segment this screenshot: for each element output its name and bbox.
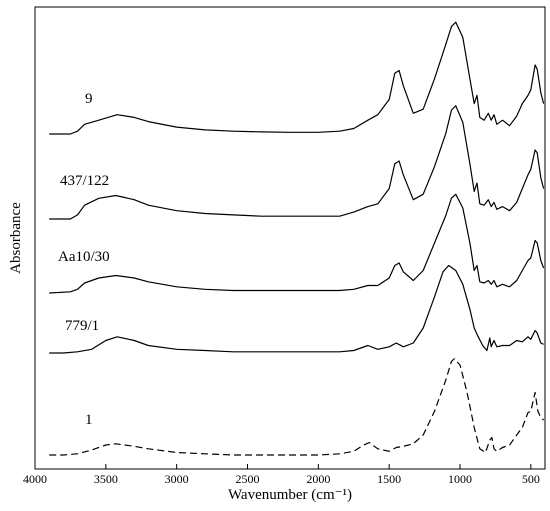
series-line-1 [49,105,545,220]
series-line-4 [49,358,544,456]
x-axis-ticks: 4000 3500 3000 2500 2000 1500 1000 500 [23,464,540,486]
x-tick-label: 3000 [165,472,189,486]
series-label-0: 9 [85,91,93,107]
x-tick-label: 3500 [94,472,118,486]
x-tick-label: 4000 [23,472,47,486]
y-axis-label: Absorbance [8,202,24,274]
series-line-2 [49,193,545,294]
x-tick-label: 2500 [236,472,260,486]
series-line-3 [49,264,544,354]
x-tick-label: 500 [522,472,540,486]
x-tick-label: 2000 [306,472,330,486]
plot-frame [34,6,546,470]
x-tick-label: 1500 [377,472,401,486]
series-line-0 [49,21,545,135]
series-label-1: 437/122 [60,173,109,189]
x-axis-label: Wavenumber (cm⁻¹) [228,487,352,503]
series-labels: 9 437/122 Aa10/30 779/1 1 [58,91,110,428]
series-layer [49,21,545,456]
x-tick-label: 1000 [448,472,472,486]
series-label-4: 1 [85,412,93,428]
series-label-2: Aa10/30 [58,249,110,265]
series-label-3: 779/1 [65,318,99,334]
